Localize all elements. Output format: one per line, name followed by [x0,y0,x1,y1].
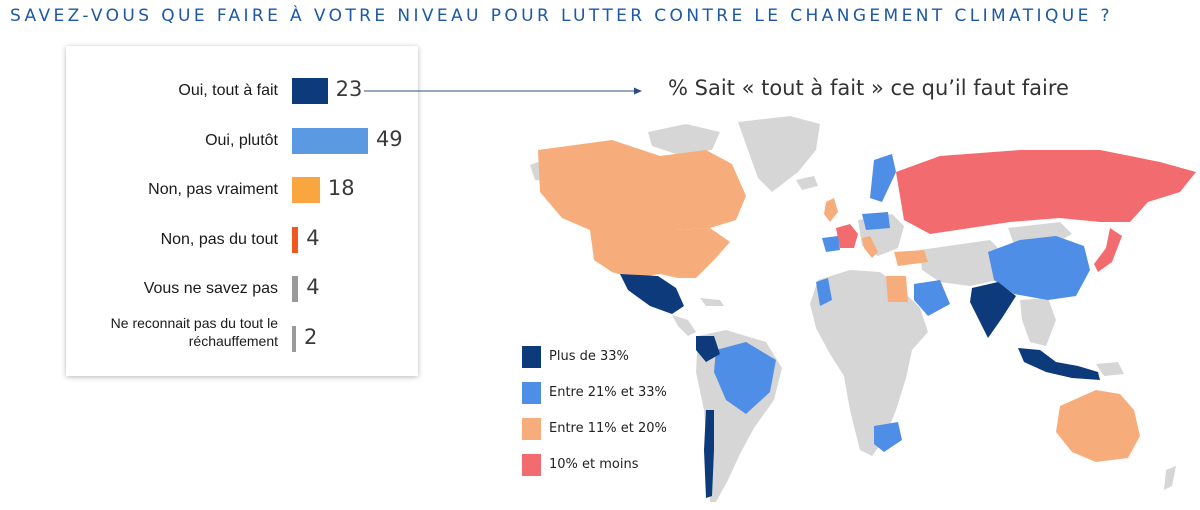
legend-swatch [522,382,541,404]
bar-label: Oui, plutôt [205,132,278,149]
bar-chart-panel: Oui, tout à fait 23 Oui, plutôt 49 Non, pas … [66,46,418,376]
legend-swatch [522,346,541,368]
bar-value: 23 [335,77,363,101]
map-region-africa [810,270,928,456]
map-region-japan [1094,228,1122,272]
map-region-south-africa [874,422,902,452]
map-region-turkey [894,250,928,266]
map-region-china [988,236,1090,300]
map-region-egypt [886,276,908,302]
map-region-nz [1164,466,1176,490]
bar [292,128,368,154]
page-title: SAVEZ-VOUS QUE FAIRE À VOTRE NIVEAU POUR… [10,6,1113,26]
map-region-chile [704,410,714,498]
bar-value: 2 [304,325,318,349]
map-region-brazil [714,342,776,414]
bar-value: 4 [306,275,320,299]
legend-label: 10% et moins [549,457,639,472]
map-region-middle-asia [920,240,1010,286]
world-map [530,116,1196,502]
map-region-png [1096,362,1124,376]
bar [292,78,328,104]
bar [292,276,299,302]
map-region-australia [1056,390,1140,462]
legend-swatch [522,418,541,440]
bar [292,326,296,352]
legend-label: Entre 21% et 33% [549,385,667,400]
map-region-greenland [738,116,820,192]
map-region-central-america [672,315,696,336]
legend-label: Plus de 33% [549,349,629,364]
map-region-usa [590,228,730,278]
bar-value: 18 [327,176,355,200]
map-region-southeast-asia [1020,298,1056,346]
map-region-uk [824,198,838,222]
bar-label: Ne reconnait pas du tout le réchauffemen… [110,315,278,349]
bar [292,177,320,203]
bar-label: Non, pas du tout [160,231,278,248]
map-region-russia [896,150,1196,234]
map-region-spain [822,236,840,252]
bar-label: Non, pas vraiment [148,181,278,198]
map-region-west-africa [816,278,832,306]
map-region-scandinavia [870,154,896,202]
map-region-italy [862,236,878,258]
bar-label: Oui, tout à fait [178,82,278,99]
map-region-iceland [796,176,818,190]
map-region-canada [538,140,746,230]
bar-label: Vous ne savez pas [143,280,278,297]
map-region-central-europe [862,212,890,230]
legend-label: Entre 11% et 20% [549,421,667,436]
map-region-india [970,282,1016,338]
bar-value: 4 [306,226,320,250]
map-region-indonesia [1018,348,1100,380]
legend-swatch [522,454,541,476]
map-title: % Sait « tout à fait » ce qu’il faut fai… [668,76,1069,100]
map-region-france [836,224,858,248]
map-region-caribbean [700,298,724,306]
map-region-colombia [696,336,720,362]
map-region-saudi [914,280,950,316]
bar [292,227,299,253]
map-region-mexico [620,274,684,314]
bar-value: 49 [375,127,403,151]
map-region-canada-islands [648,124,720,154]
